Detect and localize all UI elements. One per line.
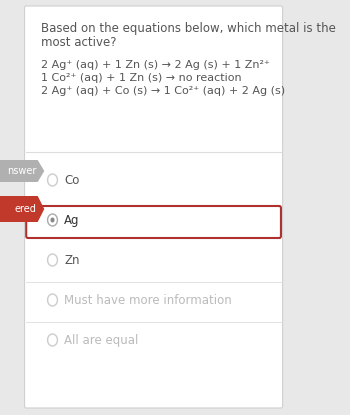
Text: Ag: Ag [64, 213, 79, 227]
FancyBboxPatch shape [26, 206, 281, 238]
Text: Based on the equations below, which metal is the: Based on the equations below, which meta… [41, 22, 336, 35]
FancyBboxPatch shape [25, 6, 282, 408]
Text: Co: Co [64, 173, 79, 186]
Text: All are equal: All are equal [64, 334, 138, 347]
Polygon shape [0, 196, 44, 222]
Circle shape [48, 214, 57, 226]
Text: ered: ered [14, 204, 36, 214]
Text: nswer: nswer [7, 166, 36, 176]
Text: 1 Co²⁺ (aq) + 1 Zn (s) → no reaction: 1 Co²⁺ (aq) + 1 Zn (s) → no reaction [41, 73, 242, 83]
Text: Must have more information: Must have more information [64, 293, 232, 307]
Circle shape [48, 174, 57, 186]
Text: Zn: Zn [64, 254, 79, 266]
Polygon shape [0, 160, 44, 182]
Circle shape [48, 254, 57, 266]
Text: 2 Ag⁺ (aq) + 1 Zn (s) → 2 Ag (s) + 1 Zn²⁺: 2 Ag⁺ (aq) + 1 Zn (s) → 2 Ag (s) + 1 Zn²… [41, 60, 270, 70]
Circle shape [50, 217, 55, 222]
Text: 2 Ag⁺ (aq) + Co (s) → 1 Co²⁺ (aq) + 2 Ag (s): 2 Ag⁺ (aq) + Co (s) → 1 Co²⁺ (aq) + 2 Ag… [41, 86, 285, 96]
Circle shape [48, 334, 57, 346]
Circle shape [48, 294, 57, 306]
Text: most active?: most active? [41, 36, 117, 49]
